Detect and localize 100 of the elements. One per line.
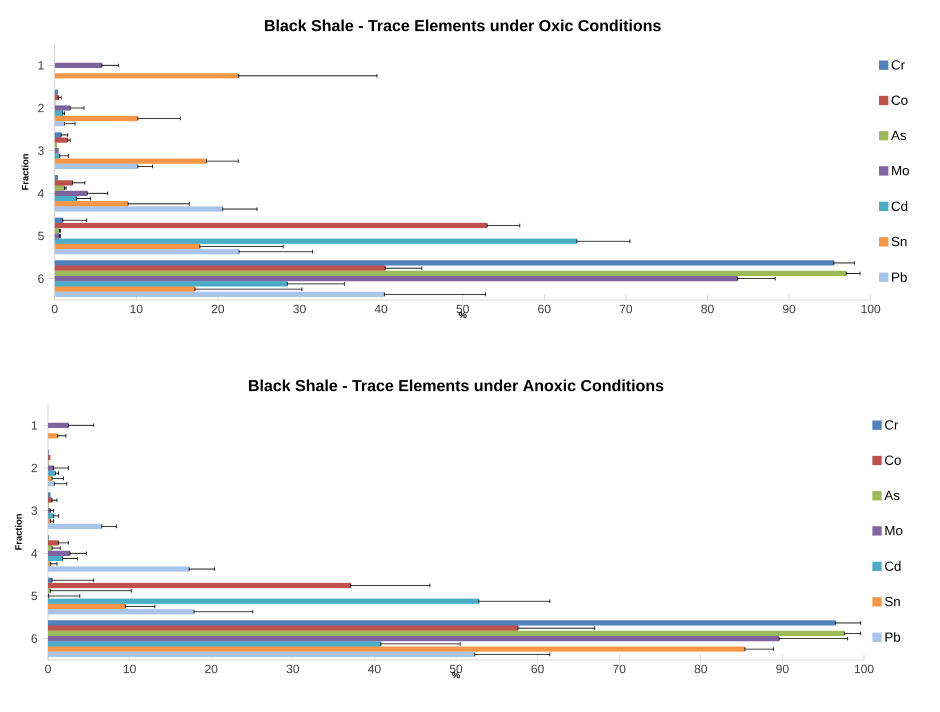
legend-label: Sn xyxy=(892,236,906,246)
bar xyxy=(48,620,836,626)
bar xyxy=(54,266,386,271)
legend-label: As xyxy=(891,130,906,140)
bar xyxy=(54,196,77,202)
y-tick-label: 4 xyxy=(38,189,44,198)
x-tick-label: 20 xyxy=(212,304,224,314)
chart-title: Black Shale - Trace Elements under Anoxic Conditions xyxy=(249,380,664,392)
bar xyxy=(48,604,126,610)
bar xyxy=(48,524,102,530)
x-tick-label: 100 xyxy=(854,664,874,674)
x-tick-label: 40 xyxy=(368,664,381,674)
bar xyxy=(54,90,58,95)
bar xyxy=(48,652,475,657)
bar xyxy=(54,148,59,154)
bar xyxy=(54,116,138,122)
bar xyxy=(48,630,844,636)
bar xyxy=(54,201,128,206)
chart-title: Black Shale - Trace Elements under Oxic Conditions xyxy=(265,20,661,32)
bar xyxy=(54,164,138,170)
bar xyxy=(48,556,63,562)
bar xyxy=(48,582,351,588)
x-tick-label: 100 xyxy=(862,304,880,314)
bar xyxy=(48,513,54,519)
y-tick-label: 6 xyxy=(32,634,38,643)
x-tick-label: 60 xyxy=(538,304,550,314)
bar xyxy=(54,121,64,126)
bar xyxy=(54,244,200,250)
x-axis-title: % xyxy=(458,312,467,318)
bar xyxy=(54,138,68,143)
legend-label: Mo xyxy=(892,166,909,176)
bar xyxy=(48,550,70,556)
bar xyxy=(54,222,488,228)
bar xyxy=(54,105,70,111)
x-tick-label: 0 xyxy=(52,304,58,314)
legend-label: Co xyxy=(892,96,908,105)
x-tick-label: 20 xyxy=(205,664,218,674)
legend-label: Pb xyxy=(892,272,907,282)
bar xyxy=(48,609,194,614)
bar xyxy=(54,249,240,254)
bar xyxy=(54,286,196,292)
bar xyxy=(48,498,52,503)
x-tick-label: 60 xyxy=(532,664,544,674)
bar xyxy=(48,433,58,438)
bar xyxy=(48,578,52,583)
bar xyxy=(54,190,88,196)
y-axis-title: Fraction xyxy=(14,514,22,550)
legend-label: Sn xyxy=(884,596,900,606)
bar xyxy=(48,422,68,428)
x-tick-label: 10 xyxy=(124,664,136,674)
bar xyxy=(48,646,745,652)
x-tick-label: 40 xyxy=(374,304,388,314)
bar xyxy=(48,566,190,572)
legend-label: Cr xyxy=(885,420,898,430)
bar xyxy=(54,73,238,78)
bar xyxy=(54,180,73,186)
bar xyxy=(54,276,738,282)
x-tick-label: 90 xyxy=(776,664,789,674)
y-tick-label: 4 xyxy=(31,549,38,558)
y-tick-label: 2 xyxy=(32,464,37,472)
x-tick-label: 70 xyxy=(613,664,626,674)
bar xyxy=(54,238,577,244)
y-tick-label: 5 xyxy=(31,592,38,600)
bar xyxy=(54,110,63,116)
x-tick-label: 10 xyxy=(130,304,142,314)
legend-label: Cd xyxy=(885,561,901,571)
bar xyxy=(54,158,206,164)
legend-label: Cd xyxy=(892,201,908,211)
bar xyxy=(54,270,846,276)
x-tick-label: 90 xyxy=(782,304,796,314)
y-tick-label: 2 xyxy=(38,104,44,112)
bar xyxy=(48,540,59,546)
bar xyxy=(48,470,56,476)
x-tick-label: 30 xyxy=(293,304,306,314)
y-tick-label: 1 xyxy=(38,61,44,70)
legend-label: Mo xyxy=(885,526,902,536)
legend-label: Co xyxy=(885,456,901,465)
x-tick-label: 0 xyxy=(45,664,51,674)
bar xyxy=(48,598,479,604)
y-tick-label: 5 xyxy=(38,232,44,240)
y-tick-label: 3 xyxy=(31,506,38,515)
bar xyxy=(54,281,288,287)
x-tick-label: 50 xyxy=(450,664,462,674)
legend-label: As xyxy=(884,490,900,500)
bar xyxy=(48,636,780,642)
bar xyxy=(54,62,102,68)
legend-label: Cr xyxy=(892,60,905,70)
bar xyxy=(54,260,834,266)
x-tick-label: 80 xyxy=(694,664,708,674)
bar xyxy=(48,465,54,471)
bar xyxy=(48,626,518,631)
bar xyxy=(48,481,55,486)
bar xyxy=(54,218,63,223)
legend-label: Pb xyxy=(885,632,900,642)
bar xyxy=(48,641,381,647)
x-axis-title: % xyxy=(452,672,460,678)
x-tick-label: 30 xyxy=(286,664,300,674)
y-tick-label: 6 xyxy=(38,274,44,283)
y-axis-title: Fraction xyxy=(22,154,28,190)
y-tick-label: 3 xyxy=(38,146,44,155)
